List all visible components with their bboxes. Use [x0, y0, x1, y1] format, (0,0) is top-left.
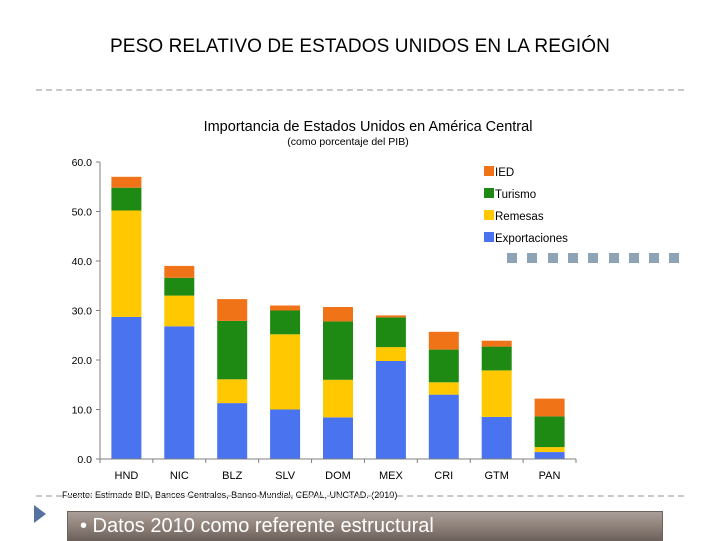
bar-pan-remesas: [534, 447, 565, 452]
bar-slv-exportaciones: [270, 409, 301, 459]
bar-hnd-turismo: [111, 187, 142, 211]
bar-gtm-ied: [481, 340, 512, 347]
decorative-squares: [507, 253, 687, 265]
y-tick-label: 20.0: [72, 355, 93, 367]
y-tick-label: 10.0: [72, 405, 93, 417]
bar-cri-turismo: [428, 349, 459, 383]
bullet-text-box: • Datos 2010 como referente estructural: [67, 511, 663, 541]
bar-mex-exportaciones: [375, 361, 406, 459]
bar-nic-exportaciones: [164, 326, 195, 459]
x-tick-label-slv: SLV: [275, 470, 296, 482]
bar-dom-turismo: [323, 321, 353, 380]
decorative-square: [567, 253, 578, 263]
legend-swatch-ied: [484, 166, 494, 176]
x-tick-label-hnd: HND: [115, 470, 139, 482]
bullet-arrow-icon: [34, 505, 46, 523]
decorative-square: [628, 253, 639, 263]
bar-hnd-remesas: [111, 210, 142, 317]
legend-swatch-exportaciones: [484, 232, 494, 242]
x-tick-label-mex: MEX: [379, 470, 404, 482]
slide-title: PESO RELATIVO DE ESTADOS UNIDOS EN LA RE…: [110, 36, 610, 57]
bar-slv-ied: [270, 305, 301, 311]
y-tick-label: 0.0: [77, 454, 92, 466]
decorative-square: [547, 253, 558, 263]
x-tick-label-blz: BLZ: [222, 470, 242, 482]
bar-pan-turismo: [534, 416, 565, 448]
x-tick-label-nic: NIC: [170, 470, 189, 482]
legend-label-turismo: Turismo: [495, 189, 536, 201]
y-tick-label: 30.0: [72, 306, 93, 318]
bar-hnd-ied: [111, 176, 142, 188]
bar-slv-turismo: [270, 310, 301, 335]
decorative-square: [588, 253, 599, 263]
x-tick-label-pan: PAN: [539, 470, 561, 482]
bar-dom-exportaciones: [323, 417, 353, 459]
decorative-square: [608, 253, 619, 263]
bar-nic-remesas: [164, 295, 195, 327]
chart-title: Importancia de Estados Unidos en América…: [204, 119, 533, 135]
bar-mex-ied: [375, 315, 406, 318]
decorative-square: [669, 253, 680, 263]
legend-label-ied: IED: [495, 167, 514, 179]
bar-hnd-exportaciones: [111, 316, 142, 459]
bar-cri-remesas: [428, 382, 459, 395]
x-tick-label-gtm: GTM: [484, 470, 508, 482]
x-tick-label-cri: CRI: [434, 470, 453, 482]
y-tick-label: 40.0: [72, 256, 93, 268]
bar-blz-ied: [217, 299, 248, 321]
bar-blz-exportaciones: [217, 403, 248, 459]
bottom-divider: [36, 495, 684, 497]
bar-gtm-turismo: [481, 346, 512, 371]
bar-dom-remesas: [323, 379, 353, 418]
y-tick-label: 60.0: [72, 157, 93, 169]
y-tick-label: 50.0: [72, 207, 93, 219]
bar-nic-ied: [164, 265, 195, 278]
x-tick-label-dom: DOM: [325, 470, 351, 482]
bar-mex-turismo: [375, 317, 406, 348]
bar-nic-turismo: [164, 277, 195, 296]
bar-cri-ied: [428, 331, 459, 350]
legend-label-remesas: Remesas: [495, 211, 544, 223]
bar-cri-exportaciones: [428, 394, 459, 459]
bar-blz-turismo: [217, 320, 248, 380]
chart-subtitle: (como porcentaje del PIB): [287, 136, 408, 148]
bar-gtm-exportaciones: [481, 416, 512, 459]
bar-pan-ied: [534, 398, 565, 417]
decorative-square: [507, 253, 517, 263]
bar-blz-remesas: [217, 379, 248, 404]
bar-dom-ied: [323, 307, 353, 322]
decorative-square: [649, 253, 660, 263]
legend-label-exportaciones: Exportaciones: [495, 233, 568, 245]
bar-pan-exportaciones: [534, 452, 565, 459]
legend-swatch-turismo: [484, 188, 494, 198]
bar-gtm-remesas: [481, 370, 512, 417]
bar-mex-remesas: [375, 347, 406, 361]
top-divider: [36, 89, 684, 91]
decorative-square: [527, 253, 538, 263]
legend-swatch-remesas: [484, 210, 494, 220]
bar-slv-remesas: [270, 334, 301, 410]
